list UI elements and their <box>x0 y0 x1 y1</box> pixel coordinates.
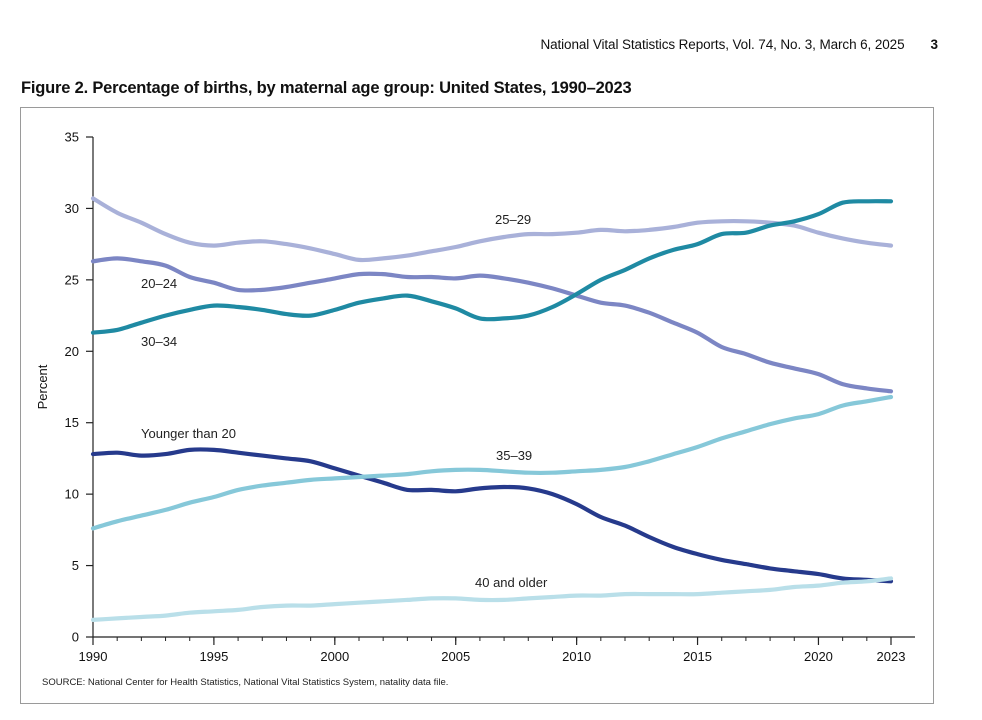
series-label-35-39: 35–39 <box>496 448 532 463</box>
series-label-25-29: 25–29 <box>495 212 531 227</box>
series-label-younger-than-20: Younger than 20 <box>141 426 236 441</box>
x-tick-label: 2000 <box>320 649 349 664</box>
chart-frame: 0 5 10 15 20 25 30 35 1990 1995 2000 2005 2010 2015 2… <box>20 107 934 704</box>
series-line-40-and-older <box>90 576 894 622</box>
series-line-30-34 <box>90 199 894 335</box>
source-note: SOURCE: National Center for Health Stati… <box>42 677 449 688</box>
series-labels: 25–29 20–24 30–34 Younger than 20 35–39 … <box>141 212 548 590</box>
y-tick-label: 35 <box>65 130 79 145</box>
y-ticks: 0 5 10 15 20 25 30 35 <box>65 130 93 645</box>
figure-title: Figure 2. Percentage of births, by mater… <box>21 79 632 97</box>
x-tick-label: 1990 <box>79 649 108 664</box>
y-tick-label: 15 <box>65 415 79 430</box>
running-title: National Vital Statistics Reports, Vol. … <box>540 37 905 52</box>
page-number: 3 <box>930 37 938 52</box>
series-line-35-39 <box>90 394 894 531</box>
y-tick-label: 30 <box>65 201 79 216</box>
running-header: National Vital Statistics Reports, Vol. … <box>540 37 938 52</box>
x-tick-label: 2020 <box>804 649 833 664</box>
x-tick-label: 2010 <box>562 649 591 664</box>
y-tick-label: 0 <box>72 630 79 645</box>
x-tick-label: 2005 <box>441 649 470 664</box>
series-line-25-29 <box>90 196 894 263</box>
x-tick-label: 2015 <box>683 649 712 664</box>
series-lines <box>90 196 894 622</box>
x-ticks: 1990 1995 2000 2005 2010 2015 2020 2023 <box>79 637 906 664</box>
y-tick-label: 20 <box>65 344 79 359</box>
series-line-younger-than-20 <box>90 447 894 584</box>
y-tick-label: 10 <box>65 487 79 502</box>
y-tick-label: 25 <box>65 272 79 287</box>
y-tick-label: 5 <box>72 558 79 573</box>
series-label-20-24: 20–24 <box>141 276 177 291</box>
x-tick-label: 1995 <box>199 649 228 664</box>
series-label-30-34: 30–34 <box>141 334 177 349</box>
series-label-40-and-older: 40 and older <box>475 575 548 590</box>
y-axis-label: Percent <box>35 364 50 409</box>
line-chart: 0 5 10 15 20 25 30 35 1990 1995 2000 2005 2010 2015 2… <box>35 130 915 664</box>
series-line-20-24 <box>90 256 894 394</box>
x-tick-label: 2023 <box>877 649 906 664</box>
